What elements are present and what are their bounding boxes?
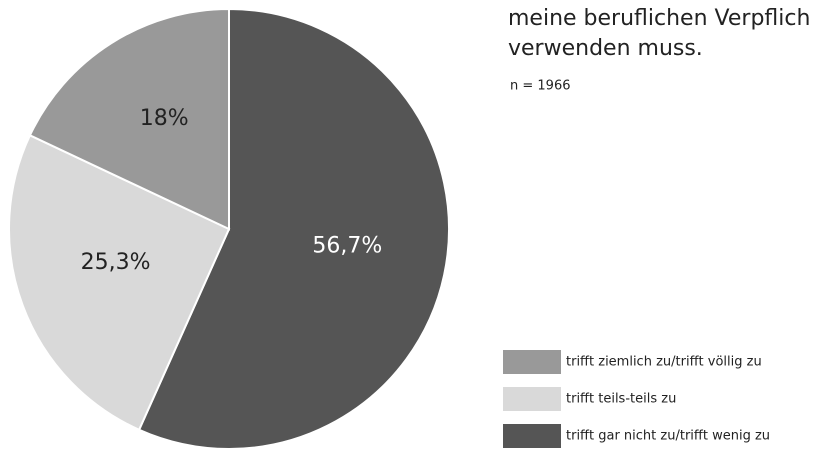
legend-swatch xyxy=(503,350,561,374)
data-label: 18% xyxy=(140,106,189,131)
pie-slice xyxy=(8,133,231,432)
data-label: 25,3% xyxy=(81,250,151,275)
legend-label: trifft teils-teils zu xyxy=(566,392,676,407)
pie-slice xyxy=(137,7,450,450)
pie-slice xyxy=(28,7,230,231)
legend-swatch xyxy=(503,387,561,411)
legend-swatch xyxy=(503,424,561,448)
chart-title: verwenden muss. xyxy=(508,36,703,61)
chart-title: meine beruflichen Verpflich xyxy=(508,6,810,31)
legend-label: trifft gar nicht zu/trifft wenig zu xyxy=(566,429,770,444)
legend-label: trifft ziemlich zu/trifft völlig zu xyxy=(566,355,762,370)
chart-subtitle: n = 1966 xyxy=(510,79,570,94)
data-label: 56,7% xyxy=(312,233,382,258)
